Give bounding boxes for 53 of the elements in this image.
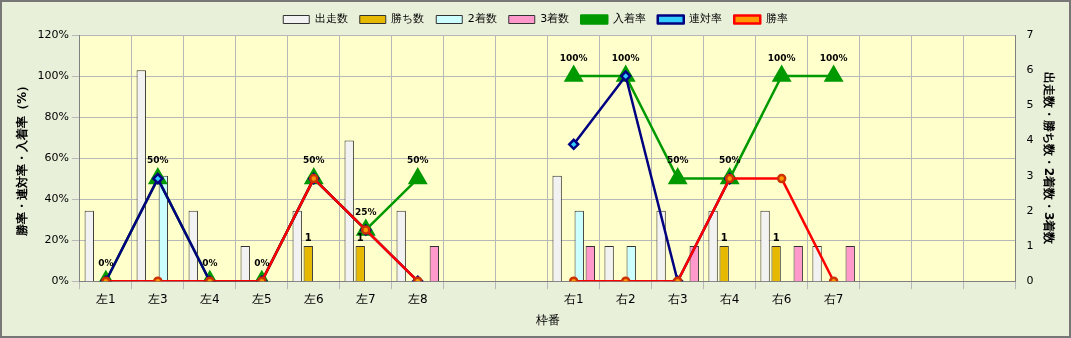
x-tick-label: 左7	[355, 291, 376, 306]
x-tick-label: 右7	[823, 291, 844, 306]
legend-label: 入着率	[612, 12, 646, 26]
legend-label: 2着数	[467, 12, 497, 26]
data-label: 1	[720, 231, 728, 243]
data-label: 100%	[819, 52, 848, 63]
data-label: 0%	[98, 258, 114, 269]
x-tick-label: 左8	[407, 291, 428, 306]
data-label: 50%	[406, 155, 429, 166]
y2-tick-label: 4	[1026, 133, 1034, 147]
data-label: 0%	[202, 258, 218, 269]
x-tick-label: 左4	[199, 291, 220, 306]
legend-label: 3着数	[540, 12, 570, 26]
legend-label: 連対率	[689, 12, 723, 26]
data-label: 25%	[355, 206, 377, 217]
data-label: 1	[772, 231, 780, 243]
y-tick-label: 40%	[44, 191, 69, 205]
data-label: 1	[356, 231, 364, 243]
x-tick-label: 右6	[771, 291, 792, 306]
legend-label: 勝率	[765, 12, 788, 26]
y2-tick-label: 6	[1026, 63, 1034, 77]
data-label: 0%	[254, 258, 270, 269]
x-axis-title: 枠番	[534, 312, 560, 327]
x-tick-label: 右1	[563, 291, 584, 306]
x-tick-label: 左5	[251, 291, 272, 306]
y-tick-label: 120%	[37, 27, 69, 41]
y-axis-title: 勝率・連対率・入着率（%）	[15, 80, 30, 238]
y2-tick-label: 2	[1026, 203, 1034, 217]
data-label: 1	[304, 231, 312, 243]
y-tick-label: 20%	[44, 233, 69, 247]
data-label: 100%	[559, 52, 588, 63]
data-label: 100%	[611, 52, 640, 63]
data-label: 50%	[303, 155, 325, 166]
y2-tick-label: 7	[1026, 27, 1034, 41]
x-tick-label: 左1	[96, 291, 116, 306]
legend-label: 出走数	[314, 12, 348, 26]
legend-label: 勝ち数	[391, 12, 425, 26]
x-tick-label: 右4	[719, 291, 740, 306]
y2-axis-title: 出走数・勝ち数・2着数・3着数	[1041, 71, 1056, 246]
x-tick-label: 左6	[303, 291, 324, 306]
data-label: 50%	[147, 155, 169, 166]
y2-tick-label: 0	[1026, 274, 1034, 288]
data-label: 100%	[767, 52, 796, 63]
y2-tick-label: 3	[1026, 168, 1034, 182]
y-tick-label: 0%	[51, 274, 69, 288]
x-tick-label: 右2	[615, 291, 636, 306]
y-tick-label: 60%	[44, 150, 69, 164]
y-tick-label: 80%	[44, 109, 69, 123]
x-tick-label: 右3	[667, 291, 688, 306]
y2-tick-label: 5	[1026, 98, 1034, 112]
x-tick-label: 左3	[148, 291, 168, 306]
y-tick-label: 100%	[37, 68, 69, 82]
y2-tick-label: 1	[1026, 238, 1034, 252]
